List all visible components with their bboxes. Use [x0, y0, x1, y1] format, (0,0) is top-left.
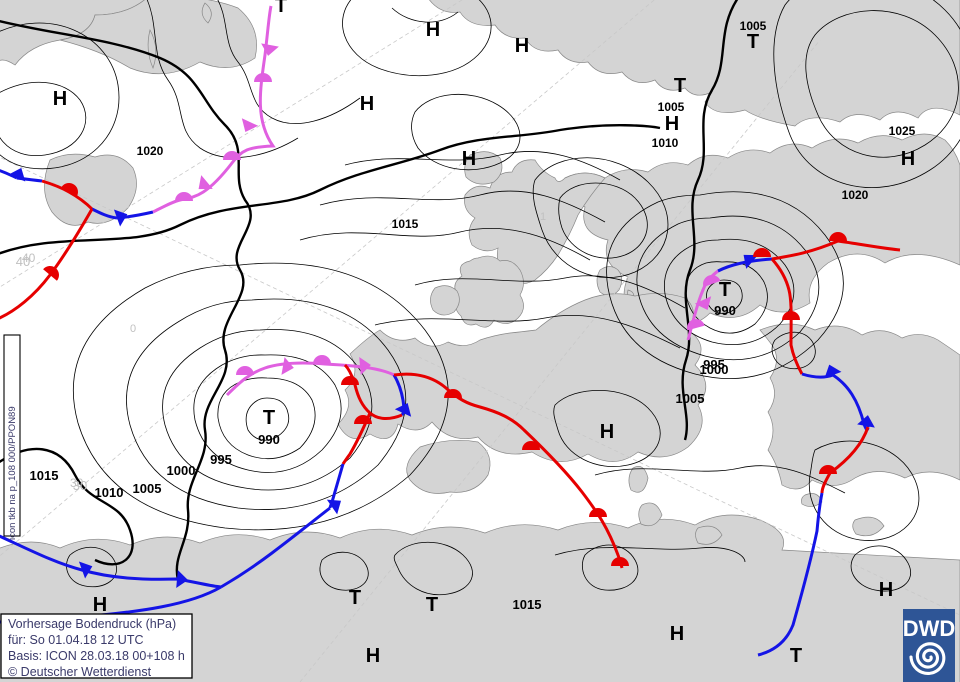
svg-text:1005: 1005 — [133, 481, 162, 496]
svg-text:1025: 1025 — [889, 124, 916, 138]
svg-text:995: 995 — [210, 452, 232, 467]
svg-text:1000: 1000 — [700, 362, 729, 377]
svg-text:1010: 1010 — [95, 485, 124, 500]
svg-text:T: T — [426, 594, 438, 616]
svg-text:0: 0 — [130, 323, 136, 335]
svg-text:H: H — [901, 148, 915, 170]
svg-text:Vorhersage Bodendruck (hPa): Vorhersage Bodendruck (hPa) — [8, 617, 176, 631]
svg-text:icon tkb na p_108 000/PPON89: icon tkb na p_108 000/PPON89 — [7, 406, 18, 540]
svg-text:1005: 1005 — [740, 19, 767, 33]
svg-text:H: H — [670, 623, 684, 645]
svg-text:990: 990 — [714, 303, 736, 318]
svg-text:für: So 01.04.18 12 UTC: für: So 01.04.18 12 UTC — [8, 633, 144, 647]
svg-text:H: H — [53, 88, 67, 110]
svg-text:T: T — [263, 407, 275, 429]
svg-text:H: H — [360, 93, 374, 115]
svg-text:H: H — [462, 148, 476, 170]
svg-text:1015: 1015 — [392, 217, 419, 231]
svg-text:T: T — [747, 31, 759, 53]
svg-text:1000: 1000 — [167, 463, 196, 478]
svg-text:T: T — [790, 645, 802, 667]
svg-text:990: 990 — [258, 432, 280, 447]
svg-text:1020: 1020 — [842, 188, 869, 202]
svg-text:40: 40 — [16, 254, 30, 269]
svg-text:1015: 1015 — [513, 597, 542, 612]
svg-text:H: H — [426, 19, 440, 41]
svg-text:T: T — [674, 75, 686, 97]
svg-text:1005: 1005 — [658, 100, 685, 114]
svg-text:H: H — [665, 113, 679, 135]
svg-text:DWD: DWD — [903, 616, 956, 641]
svg-text:1020: 1020 — [137, 144, 164, 158]
svg-text:H: H — [879, 579, 893, 601]
svg-text:1: 1 — [540, 211, 546, 223]
svg-text:H: H — [93, 594, 107, 616]
svg-text:1015: 1015 — [30, 468, 59, 483]
svg-text:T: T — [719, 279, 731, 301]
svg-text:H: H — [515, 35, 529, 57]
svg-text:H: H — [366, 645, 380, 667]
svg-text:T: T — [349, 587, 361, 609]
svg-text:Basis: ICON 28.03.18 00+108 h: Basis: ICON 28.03.18 00+108 h — [8, 649, 185, 663]
svg-text:T: T — [275, 0, 287, 17]
svg-text:© Deutscher Wetterdienst: © Deutscher Wetterdienst — [8, 665, 152, 679]
svg-text:1010: 1010 — [652, 136, 679, 150]
svg-text:H: H — [600, 421, 614, 443]
svg-text:1005: 1005 — [676, 391, 705, 406]
svg-text:30: 30 — [73, 478, 87, 493]
